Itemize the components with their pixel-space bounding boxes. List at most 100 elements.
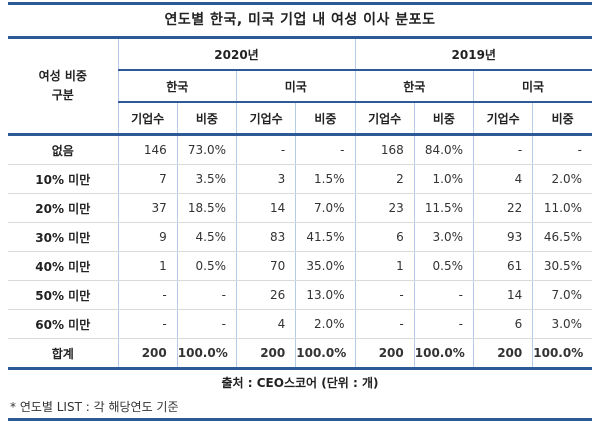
data-cell: 100.0%	[532, 338, 592, 370]
data-cell: 200	[236, 338, 297, 370]
data-cell: 3.0%	[414, 222, 475, 252]
data-cell: 6	[473, 309, 534, 339]
data-cell: 4	[236, 309, 297, 339]
footnote: * 연도별 LIST : 각 해당연도 기준	[10, 400, 179, 414]
header-row-years: 여성 비중 구분 2020년 2019년	[8, 37, 592, 136]
data-cell: 93	[473, 222, 534, 252]
data-cell: 70	[236, 251, 297, 281]
data-cell: 0.5%	[177, 251, 238, 281]
data-cell: -	[118, 280, 178, 310]
table-row: 없음 146 73.0% - -168 84.0% - -	[8, 134, 592, 165]
header-metric: 기업수	[236, 102, 297, 136]
header-country-2019-korea: 한국	[355, 70, 474, 103]
data-cell: -	[118, 309, 178, 339]
row-label: 60% 미만	[8, 309, 119, 339]
table-row: 50% 미만 - -26 13.0% - -14 7.0%	[8, 280, 592, 310]
row-label: 40% 미만	[8, 251, 119, 281]
data-cell: -	[355, 280, 415, 310]
data-cell: 200	[355, 338, 415, 370]
data-cell: 23	[355, 193, 415, 223]
header-country-2020-korea: 한국	[118, 70, 237, 103]
data-cell: 146	[118, 134, 178, 165]
table-row: 40% 미만 1 0.5% 70 35.0% 1 0.5% 61 30.5%	[8, 251, 592, 281]
data-cell: 3.5%	[177, 164, 238, 194]
data-cell: 168	[355, 134, 415, 165]
data-cell: 100.0%	[177, 338, 238, 370]
data-cell: 2	[355, 164, 415, 194]
header-country-2019-usa: 미국	[473, 70, 592, 103]
data-cell: 61	[473, 251, 534, 281]
data-cell: 6	[355, 222, 415, 252]
data-cell: 0.5%	[414, 251, 475, 281]
data-cell: -	[177, 280, 238, 310]
data-cell: 22	[473, 193, 534, 223]
header-metric: 비중	[295, 102, 356, 136]
data-cell: 4.5%	[177, 222, 238, 252]
header-metric: 기업수	[473, 102, 534, 136]
bottom-rule	[8, 418, 592, 421]
data-cell: 11.5%	[414, 193, 475, 223]
data-cell: -	[532, 134, 592, 165]
data-cell: 83	[236, 222, 297, 252]
data-cell: 41.5%	[295, 222, 356, 252]
corner-cell: 여성 비중 구분	[8, 37, 119, 136]
data-cell: -	[414, 309, 475, 339]
data-cell: 1	[355, 251, 415, 281]
table-body: 없음 146 73.0% - -168 84.0% - -10% 미만 7 3.5% 3 1.5% 2 1…	[8, 134, 592, 370]
data-cell: 11.0%	[532, 193, 592, 223]
data-cell: 9	[118, 222, 178, 252]
table-row: 60% 미만 - -4 2.0% - -6 3.0%	[8, 309, 592, 339]
row-label: 10% 미만	[8, 164, 119, 194]
data-cell: 1.5%	[295, 164, 356, 194]
data-cell: 7.0%	[295, 193, 356, 223]
header-metric: 비중	[532, 102, 592, 136]
row-label: 합계	[8, 338, 119, 370]
data-cell: -	[177, 309, 238, 339]
data-cell: -	[414, 280, 475, 310]
data-cell: 3	[236, 164, 297, 194]
data-cell: -	[473, 134, 534, 165]
data-cell: 100.0%	[295, 338, 356, 370]
data-cell: 14	[473, 280, 534, 310]
row-label: 50% 미만	[8, 280, 119, 310]
table-header: 여성 비중 구분 2020년 2019년 한국 미국 한국 미국 기업수 비중 …	[8, 37, 592, 136]
data-cell: 46.5%	[532, 222, 592, 252]
header-metric: 기업수	[118, 102, 178, 136]
data-cell: 30.5%	[532, 251, 592, 281]
data-cell: 18.5%	[177, 193, 238, 223]
header-row-metrics: 기업수 비중 기업수 비중 기업수 비중 기업수 비중	[8, 102, 592, 136]
data-cell: 200	[118, 338, 178, 370]
table-row: 합계 200 100.0% 200 100.0% 200 100.0% 200 100.0%	[8, 338, 592, 370]
data-cell: 35.0%	[295, 251, 356, 281]
header-country-2020-usa: 미국	[236, 70, 356, 103]
data-cell: 26	[236, 280, 297, 310]
table-title: 연도별 한국, 미국 기업 내 여성 이사 분포도	[164, 12, 436, 28]
data-cell: 7	[118, 164, 178, 194]
data-cell: 37	[118, 193, 178, 223]
data-cell: 2.0%	[532, 164, 592, 194]
data-cell: 13.0%	[295, 280, 356, 310]
table-row: 30% 미만 9 4.5% 83 41.5% 6 3.0% 93 46.5%	[8, 222, 592, 252]
row-label: 없음	[8, 134, 119, 165]
row-label: 30% 미만	[8, 222, 119, 252]
data-cell: 3.0%	[532, 309, 592, 339]
corner-label-line2: 구분	[51, 88, 74, 102]
header-year-2020: 2020년	[118, 37, 356, 71]
data-cell: -	[295, 134, 356, 165]
header-year-2019: 2019년	[355, 37, 592, 71]
header-row-countries: 한국 미국 한국 미국	[8, 70, 592, 103]
data-cell: 1	[118, 251, 178, 281]
header-metric: 비중	[177, 102, 238, 136]
data-table: 여성 비중 구분 2020년 2019년 한국 미국 한국 미국 기업수 비중 …	[8, 36, 592, 370]
data-cell: 2.0%	[295, 309, 356, 339]
data-cell: 100.0%	[414, 338, 475, 370]
header-metric: 비중	[414, 102, 475, 136]
data-cell: 14	[236, 193, 297, 223]
source-caption: 출처 : CEO스코어 (단위 : 개)	[221, 376, 379, 390]
corner-label-line1: 여성 비중	[38, 68, 87, 83]
table-row: 20% 미만 37 18.5% 14 7.0% 23 11.5% 22 11.0%	[8, 193, 592, 223]
data-cell: 84.0%	[414, 134, 475, 165]
data-cell: -	[236, 134, 297, 165]
header-metric: 기업수	[355, 102, 415, 136]
